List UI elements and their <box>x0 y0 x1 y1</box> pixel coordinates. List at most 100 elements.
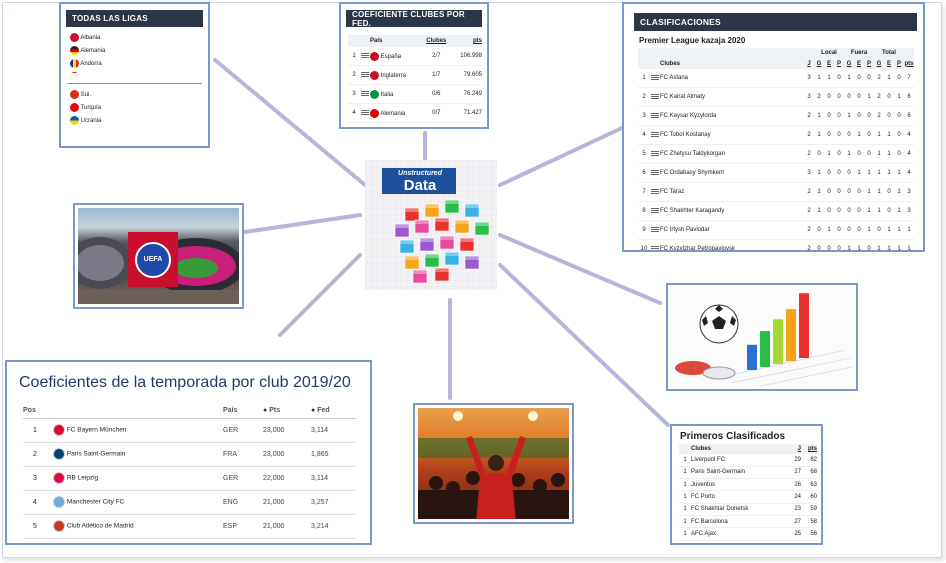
primeros-row[interactable]: 1 FC Shakhtar Donetsk 23 59 <box>679 503 817 516</box>
clasif-club: FC Kyzylzhar Petropavlovsk <box>660 246 736 252</box>
data-cube <box>394 223 410 238</box>
clasif-row[interactable]: 1 FC Astana 3 1 1 0 1 0 0 2 1 0 7 <box>638 69 914 88</box>
line-temporada <box>278 253 362 337</box>
coef-row[interactable]: 5 Francia1/656.415 <box>348 123 482 128</box>
temporada-title: Coeficientes de la temporada por club 20… <box>19 374 351 391</box>
group-local: Local <box>821 50 837 56</box>
clasif-stat: 1 <box>897 94 901 100</box>
data-cube <box>444 251 460 266</box>
clasif-row[interactable]: 8 FC Shakhter Karagandy 2 1 0 0 0 0 1 1 0 1 3 <box>638 202 914 221</box>
ligas-title: TODAS LAS LIGAS <box>66 10 203 27</box>
primeros-pos: 1 <box>683 481 687 488</box>
clasif-pos: 10 <box>640 246 648 252</box>
temporada-pos: 1 <box>33 426 37 434</box>
primeros-row[interactable]: 1 Paris Saint-Germain 27 68 <box>679 466 817 479</box>
equal-icon <box>651 132 659 138</box>
clasif-stat: 1 <box>887 151 891 157</box>
data-cube <box>399 239 415 254</box>
clasif-stat: 1 <box>857 246 861 252</box>
temporada-row[interactable]: 1 FC Bayern München GER 23,000 3,114 <box>23 418 356 442</box>
clasif-row[interactable]: 5 FC Zhetysu Taldykorgan 2 0 1 0 1 0 0 1 1 0 4 <box>638 145 914 164</box>
clasif-row[interactable]: 9 FC Irtysh Pavlodar 2 0 1 0 0 0 1 0 1 1 1 <box>638 221 914 240</box>
col-j: J <box>797 446 801 452</box>
clasif-row[interactable]: 10 FC Kyzylzhar Petropavlovsk 2 0 0 0 1 1 0 1 1 1 1 <box>638 240 914 252</box>
clasif-col: P <box>866 60 871 67</box>
clasif-row[interactable]: 6 FC Ordabasy Shymkent 3 1 0 0 0 1 1 1 1 1 4 <box>638 164 914 183</box>
ligas-list-bottom: Sui. Turquía Ucrania <box>61 84 208 129</box>
data-cube <box>474 221 490 236</box>
league-item[interactable]: Albania <box>70 33 208 46</box>
clasif-pos: 4 <box>642 132 646 138</box>
col-pais: País <box>370 38 383 44</box>
primeros-row[interactable]: 1 FC Porto 24 60 <box>679 491 817 504</box>
coef-row[interactable]: 3 Italia 0/6 76.249 <box>348 85 482 104</box>
league-item[interactable]: Andorra <box>70 59 208 72</box>
clasif-stat: 7 <box>907 75 911 81</box>
coef-clubs: 0/6 <box>432 91 441 97</box>
temporada-row[interactable]: 4 Manchester City FC ENG 21,000 3,257 <box>23 490 356 514</box>
clasif-col: G <box>846 60 852 67</box>
clasif-stat: 0 <box>897 75 901 81</box>
clasif-club: FC Kairat Almaty <box>660 94 706 100</box>
league-item[interactable]: Alemania <box>70 46 208 59</box>
line-primeros <box>498 263 670 427</box>
league-item[interactable]: Armenia <box>70 72 208 73</box>
clasif-stat: 0 <box>837 113 841 119</box>
primeros-j: 23 <box>794 506 801 513</box>
temporada-row[interactable]: 3 RB Leipzig GER 22,000 3,114 <box>23 466 356 490</box>
clasif-row[interactable]: 7 FC Taraz 2 1 0 0 0 0 1 1 0 1 3 <box>638 183 914 202</box>
primeros-pts: 59 <box>810 506 817 513</box>
temporada-row[interactable]: 2 Paris Saint-Germain FRA 23,000 1,865 <box>23 442 356 466</box>
clasif-stat: 1 <box>877 170 881 176</box>
temporada-club: FC Bayern München <box>66 426 127 434</box>
clasif-stat: 2 <box>807 246 811 252</box>
clasif-col: E <box>826 60 831 67</box>
clasif-col: pts <box>904 60 914 67</box>
clasif-stat: 1 <box>867 189 871 195</box>
primeros-row[interactable]: 1 Juventus 26 63 <box>679 479 817 491</box>
data-cube <box>434 217 450 232</box>
clasif-row[interactable]: 3 FC Kaysar Kyzylorda 2 1 0 0 1 0 0 2 0 0 6 <box>638 107 914 126</box>
clasif-stat: 1 <box>817 113 821 119</box>
league-item[interactable]: Turquía <box>70 103 208 116</box>
data-cube-top <box>445 252 459 256</box>
temporada-club: Paris Saint-Germain <box>66 450 126 458</box>
primeros-row[interactable]: 1 AFC Ajax 25 56 <box>679 528 817 541</box>
clasif-club: FC Astana <box>660 75 689 81</box>
clasif-row[interactable]: 4 FC Tobol Kostanay 2 1 0 0 0 1 0 1 1 0 4 <box>638 126 914 145</box>
temporada-fed: 3,114 <box>311 426 328 434</box>
ball-chart-illustration <box>675 293 853 386</box>
equal-icon <box>651 189 659 195</box>
league-item[interactable]: Ucrania <box>70 116 208 129</box>
clasif-col: E <box>886 60 891 67</box>
temporada-panel: Coeficientes de la temporada por club 20… <box>5 360 372 545</box>
clasif-col: J <box>807 60 811 67</box>
clasif-club: FC Tobol Kostanay <box>660 132 711 138</box>
primeros-j: 27 <box>794 518 801 525</box>
primeros-j: 27 <box>794 469 801 476</box>
clasif-stat: 0 <box>857 113 861 119</box>
clasif-row[interactable]: 2 FC Kairat Almaty 3 2 0 0 0 0 1 2 0 1 6 <box>638 88 914 107</box>
coef-clubs: 1/6 <box>422 123 451 128</box>
coef-row[interactable]: 4 Alemania 0/7 71.427 <box>348 104 482 123</box>
clasif-stat: 1 <box>887 170 891 176</box>
clasif-stat: 3 <box>907 208 911 214</box>
uefa-stadium-photo: UEFA <box>73 203 244 309</box>
clasif-pos: 7 <box>642 189 646 195</box>
league-item[interactable]: Sui. <box>70 90 208 103</box>
primeros-pts: 60 <box>810 494 817 501</box>
coef-row[interactable]: 1 España 2/7 106.998 <box>348 47 482 66</box>
equal-icon <box>651 151 659 157</box>
coef-pts: 56.415 <box>451 123 482 128</box>
primeros-pos: 1 <box>683 506 687 513</box>
primeros-row[interactable]: 1 FC Barcelona 27 58 <box>679 515 817 528</box>
clasif-stat: 1 <box>867 208 871 214</box>
primeros-table: Clubes J pts 1 Liverpool FC 29 82 1 Paris Sai… <box>679 444 817 541</box>
clasif-stat: 0 <box>867 246 871 252</box>
coef-row[interactable]: 2 Inglaterra 1/7 79.605 <box>348 66 482 85</box>
temporada-row[interactable]: 5 Club Atlético de Madrid ESP 21,000 3,214 <box>23 514 356 538</box>
primeros-row[interactable]: 1 Liverpool FC 29 82 <box>679 454 817 467</box>
col-pos: Pos <box>23 407 36 415</box>
coef-country: Inglaterra <box>380 72 407 79</box>
line-clasif <box>498 126 624 187</box>
